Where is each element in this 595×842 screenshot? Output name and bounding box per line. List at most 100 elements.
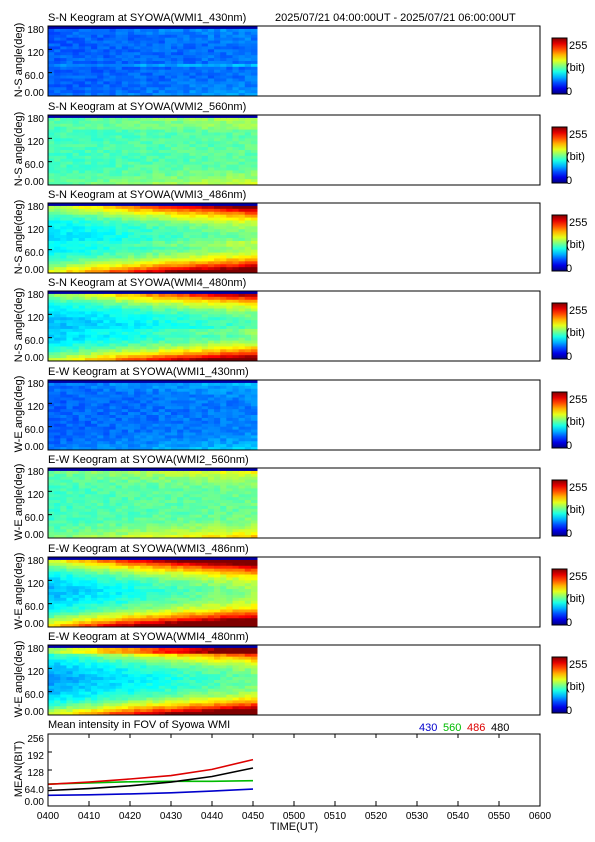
heatmap-cell <box>164 40 172 44</box>
heatmap-cell <box>207 349 215 353</box>
heatmap-cell <box>134 90 141 94</box>
heatmap-cell <box>66 435 73 439</box>
heatmap-cell <box>127 87 135 91</box>
heatmap-cell <box>189 470 196 475</box>
heatmap-cell <box>171 302 178 306</box>
heatmap-cell <box>177 334 184 339</box>
heatmap-cell <box>158 138 166 142</box>
heatmap-cell <box>195 488 203 492</box>
heatmap-cell <box>220 141 227 145</box>
heatmap-cell <box>244 138 252 142</box>
heatmap-cell <box>54 238 61 242</box>
heatmap-cell <box>207 406 215 410</box>
heatmap-cell <box>78 84 86 88</box>
heatmap-cell <box>115 305 123 309</box>
heatmap-cell <box>201 412 209 416</box>
heatmap-cell <box>97 500 104 504</box>
heatmap-cell <box>226 90 233 94</box>
heatmap-cell <box>158 229 166 233</box>
heatmap-cell <box>91 132 98 136</box>
heatmap-cell <box>152 176 160 180</box>
heatmap-cell <box>250 120 258 125</box>
heatmap-cell <box>48 355 55 359</box>
heatmap-cell <box>164 81 172 85</box>
heatmap-cell <box>183 238 190 242</box>
heatmap-cell <box>220 337 227 341</box>
heatmap-cell <box>140 291 147 295</box>
heatmap-cell <box>60 514 67 518</box>
heatmap-cell <box>121 352 129 356</box>
heatmap-cell <box>238 46 246 50</box>
heatmap-cell <box>207 87 215 91</box>
heatmap-cell <box>60 203 67 207</box>
heatmap-cell <box>97 246 104 251</box>
heatmap-cell <box>171 34 178 39</box>
heatmap-cell <box>177 485 184 489</box>
heatmap-cell <box>152 311 160 315</box>
heatmap-cell <box>84 334 92 339</box>
heatmap-cell <box>164 208 172 213</box>
heatmap-cell <box>78 380 86 384</box>
heatmap-cell <box>238 252 246 256</box>
heatmap-cell <box>183 232 190 236</box>
heatmap-cell <box>134 58 141 62</box>
heatmap-cell <box>189 31 196 36</box>
heatmap-cell <box>91 417 98 422</box>
heatmap-cell <box>84 235 92 239</box>
heatmap-cell <box>164 267 172 271</box>
heatmap-cell <box>66 482 73 486</box>
heatmap-cell <box>103 126 110 130</box>
heatmap-cell <box>152 81 160 85</box>
heatmap-cell <box>238 500 246 504</box>
heatmap-cell <box>214 150 221 154</box>
heatmap-cell <box>60 296 67 301</box>
heatmap-cell <box>250 485 258 489</box>
heatmap-cell <box>226 147 233 151</box>
heatmap-cell <box>127 400 135 404</box>
heatmap-cell <box>201 223 209 227</box>
heatmap-cell <box>54 488 61 492</box>
heatmap-cell <box>60 90 67 94</box>
heatmap-cell <box>171 352 178 356</box>
heatmap-cell <box>72 296 80 301</box>
heatmap-cell <box>201 429 209 433</box>
heatmap-cell <box>226 494 233 498</box>
heatmap-cell <box>54 240 61 245</box>
heatmap-cell <box>97 299 104 304</box>
heatmap-cell <box>78 326 86 330</box>
y-tick-label: 180 <box>27 290 44 301</box>
heatmap-cell <box>195 129 203 133</box>
heatmap-cell <box>244 432 252 436</box>
heatmap-cell <box>60 235 67 239</box>
heatmap-cell <box>127 343 135 347</box>
heatmap-cell <box>121 217 129 221</box>
heatmap-cell <box>97 349 104 353</box>
heatmap-cell <box>164 337 172 341</box>
heatmap-cell <box>103 476 110 481</box>
heatmap-cell <box>72 243 80 248</box>
colorbar-frame <box>551 391 568 449</box>
y-ticks: 180 120 60.0 0.00 <box>25 379 45 453</box>
heatmap-cell <box>238 444 246 448</box>
heatmap-cell <box>250 255 258 259</box>
heatmap-cell <box>226 444 233 448</box>
heatmap-cell <box>177 235 184 239</box>
heatmap-cell <box>127 167 135 171</box>
heatmap-cell <box>183 403 190 407</box>
heatmap-image <box>48 380 258 451</box>
heatmap-cell <box>103 267 110 271</box>
heatmap-cell <box>244 380 252 384</box>
heatmap-cell <box>91 412 98 416</box>
heatmap-cell <box>238 115 246 119</box>
heatmap-cell <box>109 503 117 507</box>
heatmap-cell <box>189 514 196 518</box>
heatmap-cell <box>78 334 86 339</box>
heatmap-cell <box>127 412 135 416</box>
heatmap-cell <box>146 123 153 128</box>
heatmap-cell <box>195 314 203 318</box>
heatmap-cell <box>134 87 141 91</box>
heatmap-cell <box>152 255 160 259</box>
heatmap-cell <box>140 152 147 157</box>
heatmap-cell <box>103 514 110 518</box>
